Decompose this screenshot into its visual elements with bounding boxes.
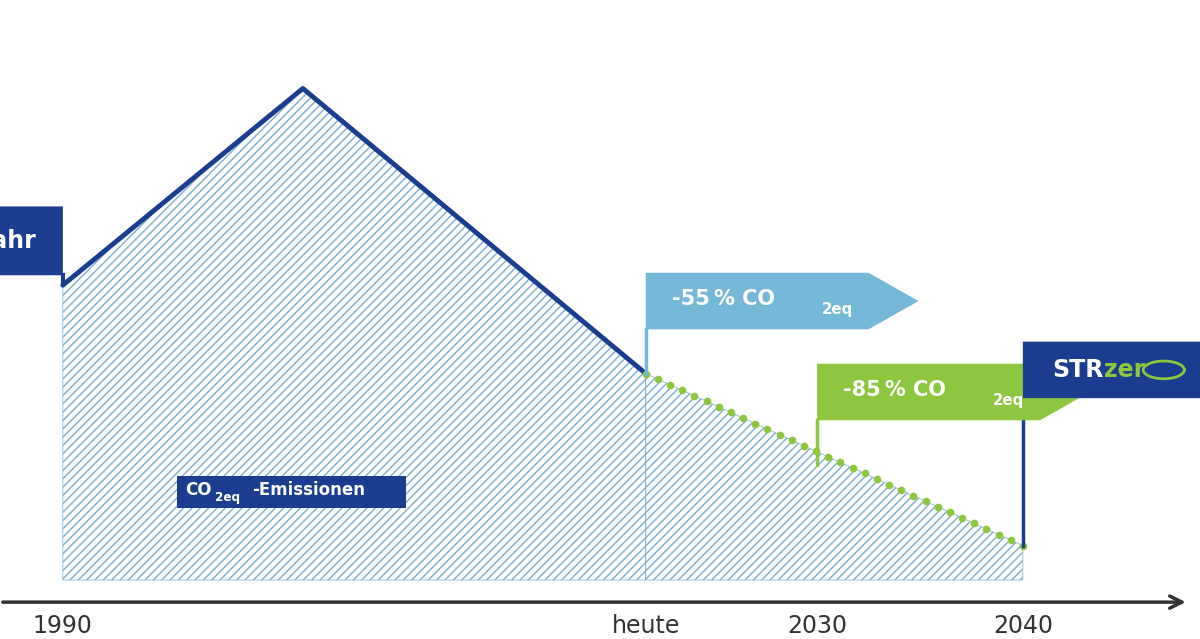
Text: 1990: 1990 [32, 615, 92, 638]
Text: 2040: 2040 [992, 615, 1052, 638]
Polygon shape [646, 374, 1022, 580]
Text: 2eq: 2eq [994, 394, 1025, 408]
FancyBboxPatch shape [178, 475, 406, 507]
Polygon shape [1022, 342, 1200, 398]
Text: 2eq: 2eq [822, 302, 853, 318]
Text: CO: CO [185, 481, 211, 499]
Text: -Emissionen: -Emissionen [252, 481, 366, 499]
Polygon shape [646, 273, 918, 329]
Polygon shape [817, 364, 1090, 420]
Text: -85 % CO: -85 % CO [844, 380, 946, 399]
Text: Basisjahr: Basisjahr [0, 229, 37, 253]
Text: STR: STR [1052, 358, 1103, 382]
Text: 2eq: 2eq [215, 491, 240, 504]
Polygon shape [0, 206, 62, 275]
Polygon shape [62, 88, 646, 580]
Text: 2030: 2030 [787, 615, 847, 638]
Text: -55 % CO: -55 % CO [672, 289, 775, 309]
Text: zer: zer [1104, 358, 1146, 382]
Text: heute: heute [612, 615, 680, 638]
